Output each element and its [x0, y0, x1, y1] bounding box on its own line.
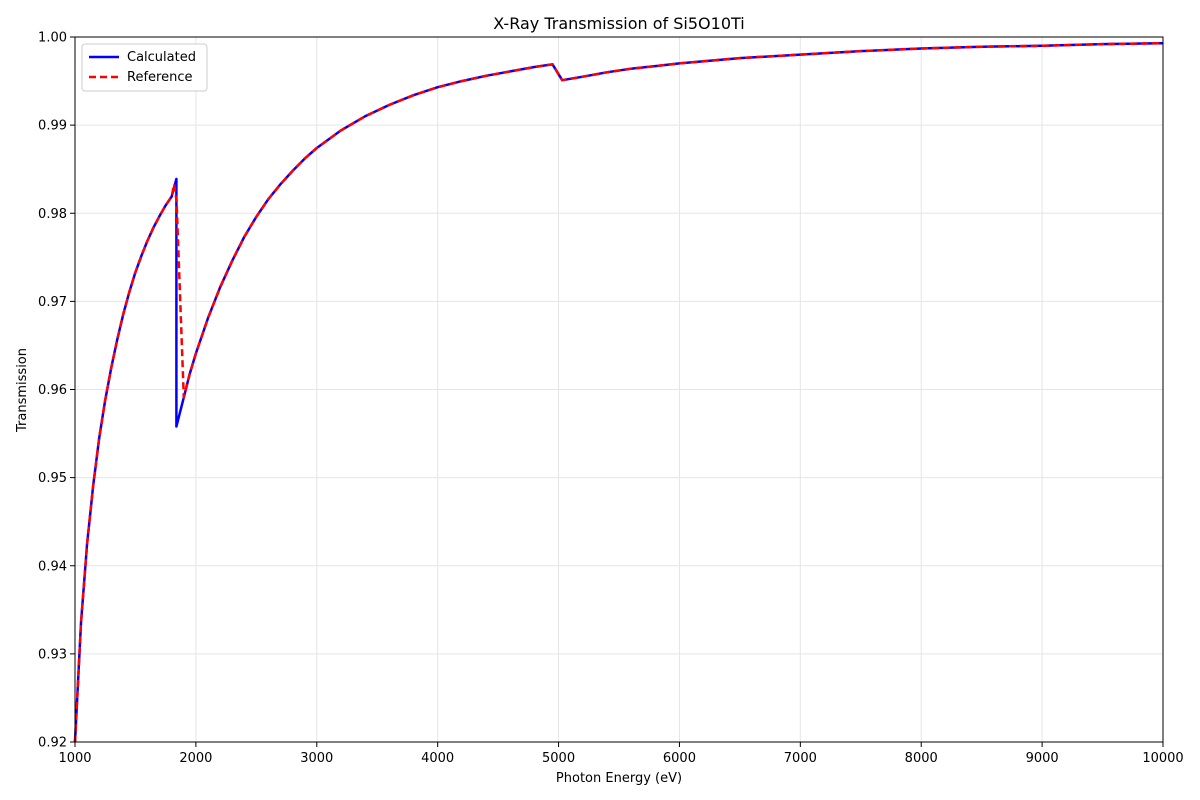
x-tick-label: 3000 [300, 751, 333, 766]
x-tick-label: 5000 [542, 751, 575, 766]
x-tick-label: 7000 [784, 751, 817, 766]
x-tick-label: 6000 [663, 751, 696, 766]
y-tick-label: 0.97 [38, 295, 67, 310]
x-axis-label: Photon Energy (eV) [556, 771, 682, 786]
legend-calculated-label: Calculated [127, 50, 196, 65]
y-tick-label: 0.98 [38, 207, 67, 222]
legend-reference-label: Reference [127, 70, 192, 85]
y-tick-label: 1.00 [38, 31, 67, 46]
x-tick-label: 10000 [1142, 751, 1183, 766]
series-layer [73, 41, 1164, 743]
x-tick-label: 4000 [421, 751, 454, 766]
y-tick-label: 0.95 [38, 471, 67, 486]
ticks: 1000 2000 3000 4000 5000 6000 7000 8000 9000 1000… [38, 31, 1184, 767]
x-tick-label: 1000 [58, 751, 91, 766]
y-tick-label: 0.96 [38, 383, 67, 398]
y-axis-label: Transmission [15, 348, 30, 433]
y-tick-label: 0.93 [38, 647, 67, 662]
legend: Calculated Reference [81, 43, 208, 92]
series-line-reference [73, 41, 1164, 743]
x-tick-label: 2000 [179, 751, 212, 766]
chart-title: X-Ray Transmission of Si5O10Ti [493, 14, 744, 33]
y-tick-label: 0.99 [38, 119, 67, 134]
x-tick-label: 8000 [905, 751, 938, 766]
y-tick-label: 0.94 [38, 559, 67, 574]
x-tick-label: 9000 [1026, 751, 1059, 766]
y-tick-label: 0.92 [38, 736, 67, 751]
